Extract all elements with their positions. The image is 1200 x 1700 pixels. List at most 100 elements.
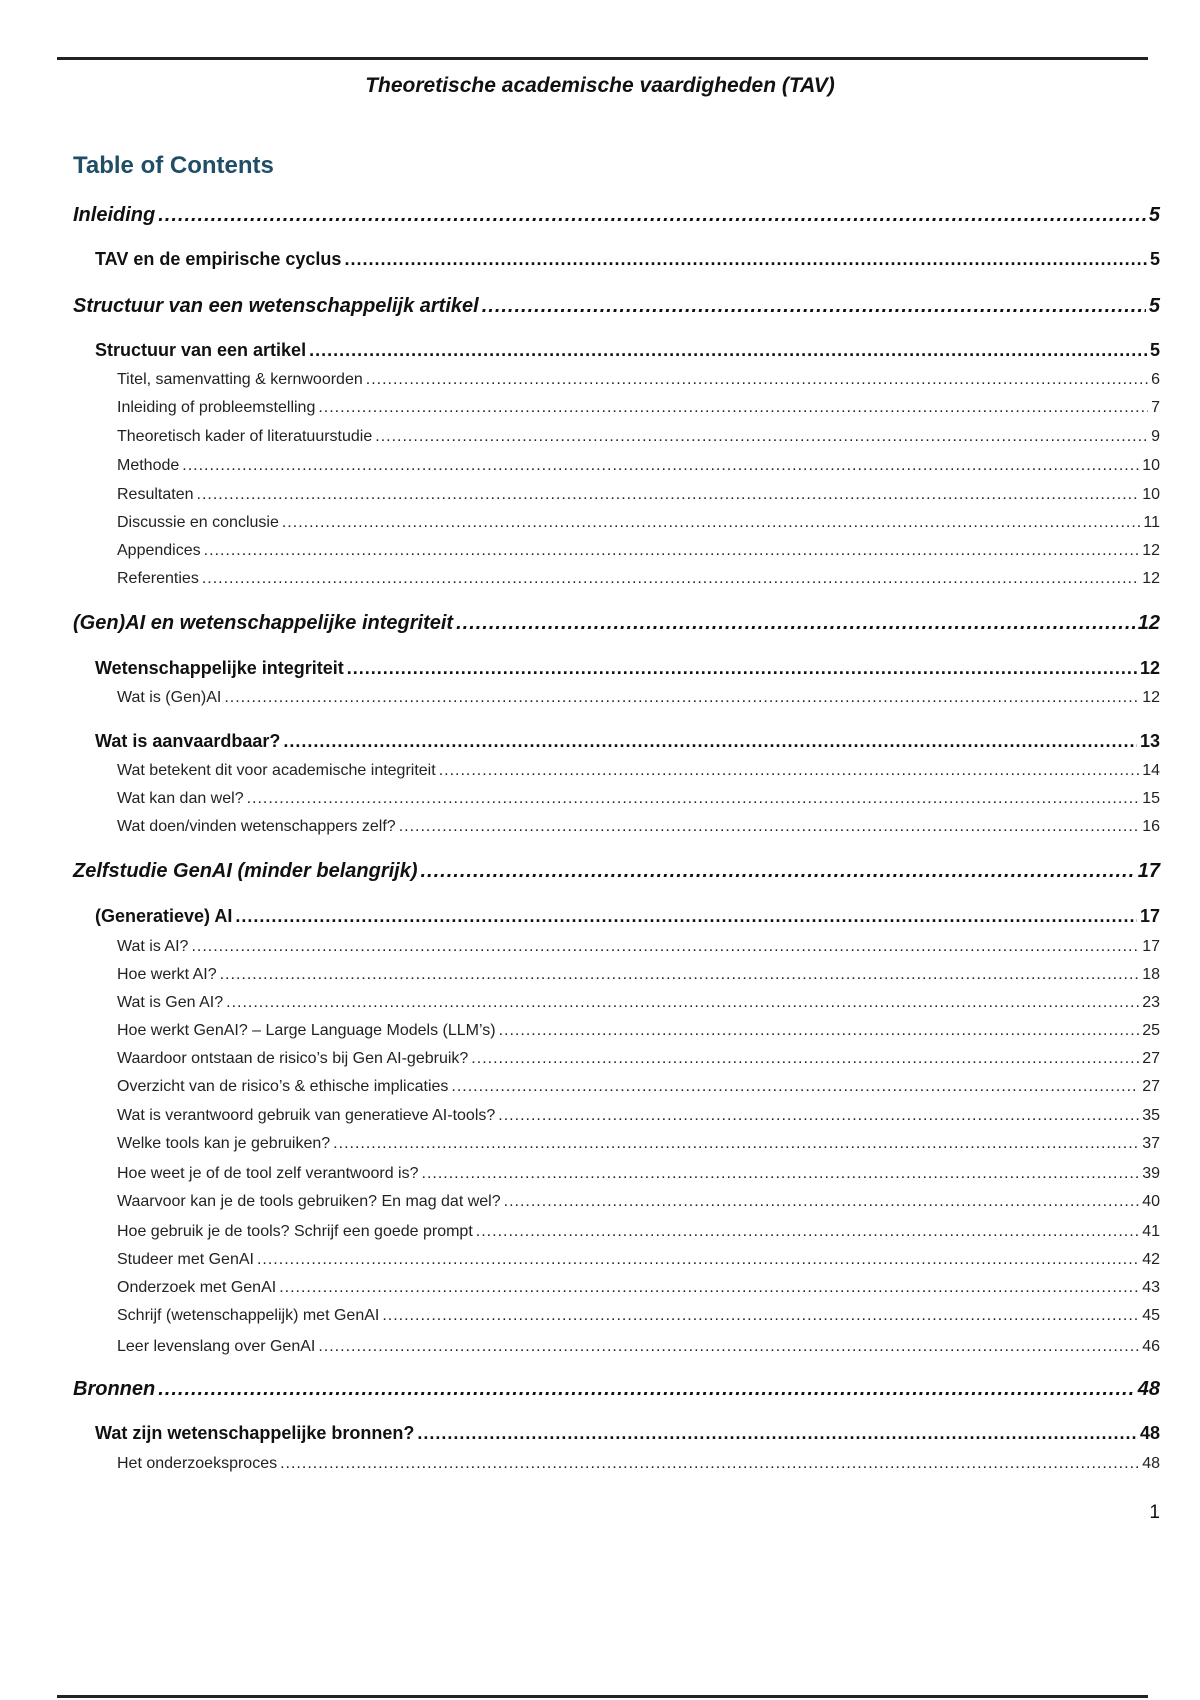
- toc-entry[interactable]: Schrijf (wetenschappelijk) met GenAI....…: [117, 1307, 1160, 1325]
- toc-entry-page: 5: [1148, 204, 1160, 226]
- toc-entry[interactable]: Wat doen/vinden wetenschappers zelf?....…: [117, 818, 1160, 836]
- dot-leader: ........................................…: [375, 428, 1149, 445]
- toc-entry-label: Titel, samenvatting & kernwoorden: [117, 371, 363, 388]
- dot-leader: ........................................…: [309, 340, 1147, 360]
- dot-leader: ........................................…: [246, 790, 1140, 807]
- toc-entry-page: 17: [1142, 938, 1160, 955]
- toc-entry-page: 43: [1142, 1279, 1160, 1296]
- dot-leader: ........................................…: [420, 860, 1135, 882]
- toc-entry[interactable]: Wat is verantwoord gebruik van generatie…: [117, 1107, 1160, 1125]
- toc-entry[interactable]: Bronnen.................................…: [73, 1378, 1160, 1401]
- toc-entry-label: Hoe werkt AI?: [117, 966, 217, 983]
- running-header: Theoretische academische vaardigheden (T…: [365, 74, 835, 97]
- toc-entry[interactable]: (Generatieve) AI........................…: [95, 906, 1160, 927]
- toc-entry[interactable]: Hoe gebruik je de tools? Schrijf een goe…: [117, 1223, 1160, 1241]
- dot-leader: ........................................…: [280, 1455, 1139, 1472]
- dot-leader: ........................................…: [224, 689, 1140, 706]
- toc-entry-page: 11: [1143, 514, 1160, 531]
- dot-leader: ........................................…: [318, 399, 1148, 416]
- toc-entry[interactable]: TAV en de empirische cyclus.............…: [95, 249, 1160, 270]
- toc-entry[interactable]: Welke tools kan je gebruiken?...........…: [117, 1135, 1160, 1153]
- toc-entry[interactable]: Wat zijn wetenschappelijke bronnen?.....…: [95, 1423, 1160, 1444]
- dot-leader: ........................................…: [365, 371, 1149, 388]
- toc-entry-page: 12: [1142, 689, 1160, 706]
- toc-entry[interactable]: Wat is (Gen)AI..........................…: [117, 689, 1160, 707]
- dot-leader: ........................................…: [451, 1078, 1139, 1095]
- toc-entry[interactable]: Hoe werkt AI?...........................…: [117, 966, 1160, 984]
- dot-leader: ........................................…: [279, 1279, 1140, 1296]
- toc-entry[interactable]: Onderzoek met GenAI.....................…: [117, 1279, 1160, 1297]
- toc-entry-page: 9: [1151, 428, 1160, 445]
- toc-entry[interactable]: Leer levenslang over GenAI..............…: [117, 1338, 1160, 1356]
- dot-leader: ........................................…: [398, 818, 1140, 835]
- dot-leader: ........................................…: [498, 1107, 1139, 1124]
- dot-leader: ........................................…: [235, 906, 1137, 926]
- toc-entry-label: Wat is (Gen)AI: [117, 689, 222, 706]
- toc-entry-page: 17: [1139, 906, 1160, 926]
- toc-entry-page: 12: [1142, 570, 1160, 587]
- toc-entry[interactable]: Hoe werkt GenAI? – Large Language Models…: [117, 1022, 1160, 1040]
- toc-entry-page: 13: [1139, 731, 1160, 751]
- toc-entry-label: Structuur van een wetenschappelijk artik…: [73, 295, 479, 317]
- toc-entry-page: 10: [1142, 486, 1160, 503]
- dot-leader: ........................................…: [196, 486, 1140, 503]
- toc-entry-page: 12: [1137, 612, 1160, 634]
- toc-entry[interactable]: Hoe weet je of de tool zelf verantwoord …: [117, 1165, 1160, 1183]
- toc-entry-page: 6: [1151, 371, 1160, 388]
- toc-entry[interactable]: Wat betekent dit voor academische integr…: [117, 762, 1160, 780]
- toc-entry-label: (Generatieve) AI: [95, 906, 233, 926]
- toc-entry-label: Welke tools kan je gebruiken?: [117, 1135, 331, 1152]
- toc-entry[interactable]: Waarvoor kan je de tools gebruiken? En m…: [117, 1193, 1160, 1211]
- toc-entry[interactable]: Inleiding of probleemstelling...........…: [117, 399, 1160, 417]
- toc-entry-page: 35: [1142, 1107, 1160, 1124]
- dot-leader: ........................................…: [318, 1338, 1139, 1355]
- toc-entry[interactable]: Waardoor ontstaan de risico’s bij Gen AI…: [117, 1050, 1160, 1068]
- toc-entry[interactable]: Structuur van een artikel...............…: [95, 340, 1160, 361]
- toc-entry-page: 48: [1139, 1423, 1160, 1443]
- toc-entry-label: Theoretisch kader of literatuurstudie: [117, 428, 373, 445]
- toc-entry-label: Overzicht van de risico’s & ethische imp…: [117, 1078, 449, 1095]
- toc-entry[interactable]: Het onderzoeksproces....................…: [117, 1455, 1160, 1473]
- toc-entry[interactable]: Titel, samenvatting & kernwoorden.......…: [117, 371, 1160, 389]
- toc-entry-label: Wat doen/vinden wetenschappers zelf?: [117, 818, 396, 835]
- toc-entry[interactable]: Appendices..............................…: [117, 542, 1160, 560]
- toc-entry-label: Studeer met GenAI: [117, 1251, 254, 1268]
- toc-entry[interactable]: Studeer met GenAI.......................…: [117, 1251, 1160, 1269]
- toc-entry-page: 39: [1142, 1165, 1160, 1182]
- toc-entry-page: 15: [1142, 790, 1160, 807]
- dot-leader: ........................................…: [456, 612, 1135, 634]
- toc-title: Table of Contents: [73, 152, 274, 179]
- toc-entry[interactable]: Structuur van een wetenschappelijk artik…: [73, 295, 1160, 318]
- toc-entry-label: Wat kan dan wel?: [117, 790, 244, 807]
- toc-entry-page: 5: [1149, 340, 1160, 360]
- toc-entry-label: Wat zijn wetenschappelijke bronnen?: [95, 1423, 415, 1443]
- dot-leader: ........................................…: [481, 295, 1146, 317]
- toc-entry[interactable]: Overzicht van de risico’s & ethische imp…: [117, 1078, 1160, 1096]
- toc-entry-label: Wetenschappelijke integriteit: [95, 658, 344, 678]
- toc-entry-label: Onderzoek met GenAI: [117, 1279, 277, 1296]
- dot-leader: ........................................…: [281, 514, 1141, 531]
- toc-entry[interactable]: Methode.................................…: [117, 457, 1160, 475]
- toc-entry[interactable]: Theoretisch kader of literatuurstudie...…: [117, 428, 1160, 446]
- toc-entry-page: 10: [1142, 457, 1160, 474]
- toc-entry[interactable]: Zelfstudie GenAI (minder belangrijk)....…: [73, 860, 1160, 883]
- toc-entry-label: Waardoor ontstaan de risico’s bij Gen AI…: [117, 1050, 469, 1067]
- toc-entry[interactable]: Resultaten..............................…: [117, 486, 1160, 504]
- toc-entry-page: 46: [1142, 1338, 1160, 1355]
- toc-entry-label: Resultaten: [117, 486, 194, 503]
- toc-entry[interactable]: Referenties.............................…: [117, 570, 1160, 588]
- toc-entry-page: 42: [1142, 1251, 1160, 1268]
- toc-entry[interactable]: Inleiding...............................…: [73, 204, 1160, 227]
- dot-leader: ........................................…: [158, 1378, 1135, 1400]
- toc-entry[interactable]: Wat kan dan wel?........................…: [117, 790, 1160, 808]
- toc-entry[interactable]: Discussie en conclusie..................…: [117, 514, 1160, 532]
- toc-entry[interactable]: Wat is aanvaardbaar?....................…: [95, 731, 1160, 752]
- toc-entry[interactable]: Wetenschappelijke integriteit...........…: [95, 658, 1160, 679]
- toc-entry[interactable]: (Gen)AI en wetenschappelijke integriteit…: [73, 612, 1160, 635]
- toc-entry[interactable]: Wat is AI?..............................…: [117, 938, 1160, 956]
- toc-entry-page: 14: [1142, 762, 1160, 779]
- toc-entry[interactable]: Wat is Gen AI?..........................…: [117, 994, 1160, 1012]
- toc-entry-page: 25: [1142, 1022, 1160, 1039]
- toc-entry-label: Methode: [117, 457, 180, 474]
- dot-leader: ........................................…: [219, 966, 1140, 983]
